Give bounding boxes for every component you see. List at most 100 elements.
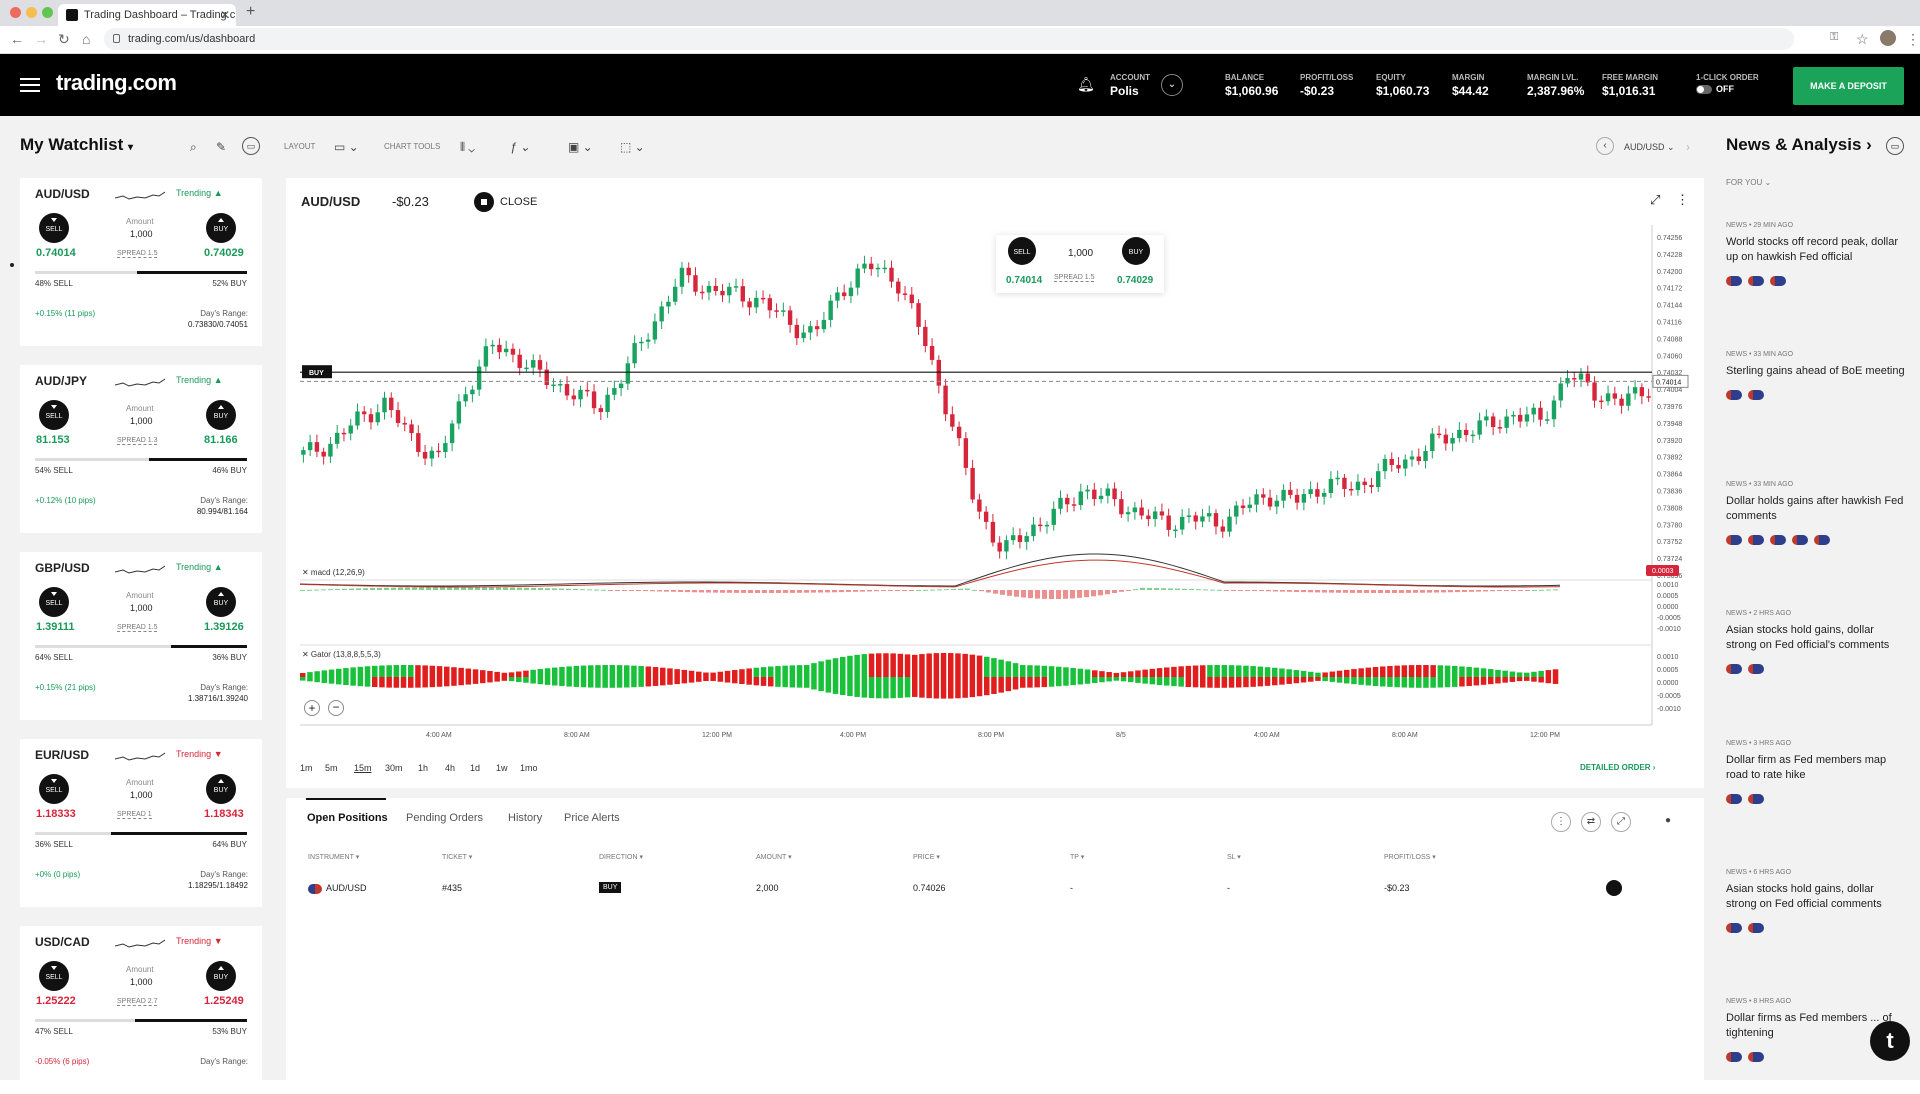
layout-select-icon[interactable]: ▭ ⌄ <box>334 140 359 154</box>
timeframe-30m[interactable]: 30m <box>385 763 403 773</box>
news-headline[interactable]: Dollar firm as Fed members map road to r… <box>1726 754 1887 781</box>
news-headline[interactable]: Asian stocks hold gains, dollar strong o… <box>1726 624 1890 651</box>
amount-value[interactable]: 1,000 <box>130 977 153 987</box>
maximize-window-icon[interactable] <box>42 7 53 18</box>
timeframe-5m[interactable]: 5m <box>325 763 338 773</box>
sell-button[interactable]: SELL <box>39 774 69 804</box>
bell-icon[interactable]: 🔔︎ <box>1077 76 1095 92</box>
templates-icon[interactable]: ▣ ⌄ <box>568 140 593 154</box>
tab-open-positions[interactable]: Open Positions <box>307 812 388 824</box>
buy-button[interactable]: BUY <box>206 961 236 991</box>
sell-button[interactable]: SELL <box>39 400 69 430</box>
fullscreen-icon[interactable]: ⤢ <box>1650 192 1661 207</box>
tab-pending-orders[interactable]: Pending Orders <box>406 812 484 824</box>
close-tab-icon[interactable]: ✕ <box>219 8 230 22</box>
column-header[interactable]: TICKET ▾ <box>442 854 473 861</box>
price-chart[interactable]: 0.74256 0.74228 0.74200 0.74172 0.74144 0.741… <box>286 225 1704 755</box>
minimize-window-icon[interactable] <box>26 7 37 18</box>
amount-value[interactable]: 1,000 <box>130 229 153 239</box>
next-pair-icon[interactable]: › <box>1686 140 1690 154</box>
watchlist-view-icon[interactable]: ▭ <box>242 137 260 155</box>
edit-icon[interactable]: ✎ <box>216 140 227 154</box>
news-headline[interactable]: World stocks off record peak, dollar up … <box>1726 236 1899 263</box>
profile-avatar[interactable] <box>1880 30 1896 46</box>
home-icon[interactable]: ⌂ <box>82 31 91 47</box>
sell-button[interactable]: SELL <box>39 213 69 243</box>
amount-value[interactable]: 1,000 <box>130 790 153 800</box>
watchlist-card[interactable]: EUR/USD Trending ▼ SELL BUY Amount 1,000 1.183… <box>20 739 262 907</box>
column-header[interactable]: PROFIT/LOSS ▾ <box>1384 854 1436 861</box>
positions-more-icon[interactable]: ⋮ <box>1551 812 1571 832</box>
ticket-sell-button[interactable]: SELL <box>1008 237 1036 265</box>
news-item[interactable]: NEWS • 3 HRS AGO Dollar firm as Fed membe… <box>1726 740 1906 809</box>
watchlist-title[interactable]: My Watchlist ▾ <box>20 135 134 154</box>
positions-filter-icon[interactable]: ⇄ <box>1581 812 1601 832</box>
prev-pair-icon[interactable]: ‹ <box>1596 137 1614 155</box>
timeframe-1h[interactable]: 1h <box>418 763 429 773</box>
timeframe-15m[interactable]: 15m <box>354 763 372 773</box>
timeframe-1mo[interactable]: 1mo <box>520 763 538 773</box>
tab-history[interactable]: History <box>508 812 543 824</box>
chart-type-icon[interactable]: ⫴ ⌄ <box>460 140 475 154</box>
browser-tab[interactable]: Trading Dashboard – Trading.c ✕ <box>58 4 236 26</box>
news-title[interactable]: News & Analysis › <box>1726 135 1872 154</box>
search-icon[interactable]: ⌕ <box>190 140 197 154</box>
watchlist-card[interactable]: AUD/JPY Trending ▲ SELL BUY Amount 1,000 81.15… <box>20 365 262 533</box>
watchlist-card[interactable]: USD/CAD Trending ▼ SELL BUY Amount 1,000 1.252… <box>20 926 262 1094</box>
news-headline[interactable]: Asian stocks hold gains, dollar strong o… <box>1726 883 1882 910</box>
news-view-icon[interactable]: ▭ <box>1886 137 1904 155</box>
back-icon[interactable]: ← <box>10 31 24 47</box>
column-header[interactable]: DIRECTION ▾ <box>599 854 643 861</box>
zoom-out-icon[interactable]: − <box>328 700 344 716</box>
drawing-tools-icon[interactable]: ⬚ ⌄ <box>620 140 645 154</box>
key-icon[interactable]: ⚿ <box>1830 31 1839 43</box>
amount-value[interactable]: 1,000 <box>130 603 153 613</box>
watchlist-card[interactable]: AUD/USD Trending ▲ SELL BUY Amount 1,000 0.740… <box>20 178 262 346</box>
timeframe-1w[interactable]: 1w <box>496 763 508 773</box>
chart-more-icon[interactable]: ⋮ <box>1676 192 1689 207</box>
timeframe-1m[interactable]: 1m <box>300 763 313 773</box>
positions-expand-icon[interactable]: ⤢ <box>1611 812 1631 832</box>
tab-price-alerts[interactable]: Price Alerts <box>564 812 620 824</box>
news-item[interactable]: NEWS • 33 MIN AGO Sterling gains ahead of… <box>1726 351 1906 405</box>
new-tab-icon[interactable]: + <box>246 3 256 20</box>
sell-button[interactable]: SELL <box>39 587 69 617</box>
watchlist-card[interactable]: GBP/USD Trending ▲ SELL BUY Amount 1,000 1.391… <box>20 552 262 720</box>
account-stat[interactable]: ACCOUNT Polis <box>1110 73 1150 98</box>
chat-launcher-icon[interactable]: t <box>1870 1021 1910 1061</box>
buy-button[interactable]: BUY <box>206 400 236 430</box>
buy-button[interactable]: BUY <box>206 774 236 804</box>
news-item[interactable]: NEWS • 2 HRS AGO Asian stocks hold gains,… <box>1726 610 1906 679</box>
column-header[interactable]: TP ▾ <box>1070 854 1085 861</box>
close-row-icon[interactable] <box>1606 880 1622 896</box>
buy-button[interactable]: BUY <box>206 213 236 243</box>
news-headline[interactable]: Dollar holds gains after hawkish Fed com… <box>1726 495 1904 522</box>
url-input[interactable]: trading.com/us/dashboard <box>104 28 1794 50</box>
column-header[interactable]: INSTRUMENT ▾ <box>308 854 360 861</box>
news-item[interactable]: NEWS • 33 MIN AGO Dollar holds gains afte… <box>1726 481 1906 550</box>
news-headline[interactable]: Dollar firms as Fed members ... of tight… <box>1726 1012 1892 1039</box>
pair-selector[interactable]: AUD/USD ⌄ <box>1624 142 1675 152</box>
indicators-icon[interactable]: ƒ ⌄ <box>510 140 531 154</box>
logo[interactable]: trading.com <box>56 70 177 95</box>
star-icon[interactable]: ☆ <box>1856 31 1869 47</box>
news-item[interactable]: NEWS • 6 HRS AGO Asian stocks hold gains,… <box>1726 869 1906 938</box>
browser-menu-icon[interactable]: ⋮ <box>1906 31 1920 47</box>
amount-value[interactable]: 1,000 <box>130 416 153 426</box>
news-filter[interactable]: FOR YOU ⌄ <box>1726 178 1772 187</box>
one-click-order-toggle[interactable]: 1-CLICK ORDER OFF <box>1696 73 1759 95</box>
hamburger-menu-icon[interactable] <box>20 78 40 92</box>
buy-button[interactable]: BUY <box>206 587 236 617</box>
column-header[interactable]: SL ▾ <box>1227 854 1241 861</box>
timeframe-1d[interactable]: 1d <box>470 763 481 773</box>
zoom-in-icon[interactable]: + <box>304 700 320 716</box>
ticket-amount[interactable]: 1,000 <box>1068 248 1094 259</box>
reload-icon[interactable]: ↻ <box>58 31 70 47</box>
account-dropdown-icon[interactable]: ⌄ <box>1161 74 1183 96</box>
column-header[interactable]: AMOUNT ▾ <box>756 854 792 861</box>
news-item[interactable]: NEWS • 29 MIN AGO World stocks off record… <box>1726 222 1906 291</box>
column-header[interactable]: PRICE ▾ <box>913 854 940 861</box>
sell-button[interactable]: SELL <box>39 961 69 991</box>
detailed-order-link[interactable]: DETAILED ORDER › <box>1580 763 1656 772</box>
news-headline[interactable]: Sterling gains ahead of BoE meeting <box>1726 365 1905 377</box>
